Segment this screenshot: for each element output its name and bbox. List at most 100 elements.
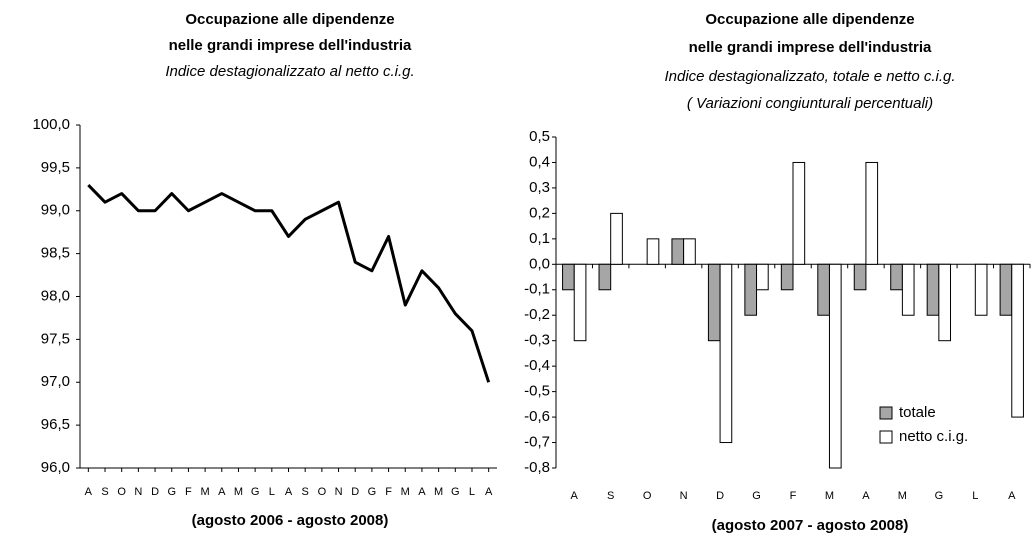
- y-tick-label: -0,1: [524, 281, 550, 298]
- chart-subtitle: ( Variazioni congiunturali percentuali): [687, 95, 933, 112]
- chart-title: Occupazione alle dipendenze: [185, 11, 394, 28]
- bar: [974, 263, 988, 316]
- x-tick-label: S: [302, 486, 309, 498]
- bar: [1011, 263, 1024, 418]
- y-tick-label: 100,0: [32, 116, 70, 133]
- y-tick-label: 0,1: [529, 230, 550, 247]
- x-tick-label: G: [752, 490, 761, 502]
- x-tick-label: O: [643, 490, 652, 502]
- y-tick-label: 0,4: [529, 153, 550, 170]
- y-tick-label: 96,5: [41, 416, 70, 433]
- x-tick-label: M: [434, 486, 443, 498]
- y-tick-label: -0,8: [524, 459, 550, 476]
- y-tick-label: 98,5: [41, 245, 70, 262]
- x-tick-label: N: [335, 486, 343, 498]
- y-tick-label: 99,0: [41, 202, 70, 219]
- x-axis-label: (agosto 2006 - agosto 2008): [192, 512, 389, 529]
- y-tick-label: 97,5: [41, 330, 70, 347]
- x-tick-label: N: [680, 490, 688, 502]
- x-tick-label: G: [251, 486, 260, 498]
- y-tick-label: 0,3: [529, 179, 550, 196]
- y-tick-label: -0,3: [524, 332, 550, 349]
- chart-title: nelle grandi imprese dell'industria: [169, 37, 412, 54]
- y-tick-label: 98,0: [41, 287, 70, 304]
- x-tick-label: A: [571, 490, 579, 502]
- bar: [598, 263, 612, 291]
- x-tick-label: D: [716, 490, 724, 502]
- y-tick-label: -0,5: [524, 383, 550, 400]
- x-tick-label: L: [469, 486, 475, 498]
- x-tick-label: S: [101, 486, 108, 498]
- x-tick-label: M: [898, 490, 907, 502]
- y-tick-label: 99,5: [41, 159, 70, 176]
- x-tick-label: A: [418, 486, 426, 498]
- y-tick-label: 97,0: [41, 373, 70, 390]
- chart-title: Occupazione alle dipendenze: [705, 11, 914, 28]
- bar: [671, 238, 685, 265]
- x-tick-label: A: [285, 486, 293, 498]
- bar: [792, 161, 806, 265]
- bar: [683, 238, 696, 265]
- x-tick-label: N: [134, 486, 142, 498]
- chart-subtitle: Indice destagionalizzato, totale e netto…: [664, 68, 955, 85]
- y-tick-label: 0,0: [529, 255, 550, 272]
- x-tick-label: A: [485, 486, 493, 498]
- x-tick-label: F: [185, 486, 192, 498]
- x-tick-label: G: [368, 486, 377, 498]
- bar: [610, 212, 623, 265]
- bar: [865, 161, 879, 265]
- x-tick-label: M: [201, 486, 210, 498]
- x-tick-label: L: [269, 486, 275, 498]
- legend-label: netto c.i.g.: [899, 428, 968, 445]
- bar: [853, 263, 867, 291]
- bar: [719, 263, 733, 444]
- bar: [890, 263, 903, 291]
- y-tick-label: -0,7: [524, 434, 550, 451]
- x-tick-label: A: [862, 490, 870, 502]
- x-tick-label: M: [401, 486, 410, 498]
- x-tick-label: O: [318, 486, 327, 498]
- x-tick-label: A: [85, 486, 93, 498]
- legend-swatch: [879, 430, 893, 444]
- x-tick-label: A: [218, 486, 226, 498]
- x-tick-label: M: [825, 490, 834, 502]
- legend-label: totale: [899, 404, 936, 421]
- bar: [646, 238, 660, 265]
- y-tick-label: 0,5: [529, 128, 550, 145]
- bar: [744, 263, 758, 316]
- bar: [938, 263, 952, 342]
- x-tick-label: F: [790, 490, 797, 502]
- x-tick-label: L: [972, 490, 978, 502]
- x-axis-label: (agosto 2007 - agosto 2008): [712, 517, 909, 534]
- y-tick-label: 96,0: [41, 459, 70, 476]
- y-tick-label: -0,2: [524, 306, 550, 323]
- x-tick-label: G: [167, 486, 176, 498]
- bar: [562, 263, 575, 291]
- x-tick-label: O: [117, 486, 126, 498]
- line: [87, 183, 491, 383]
- x-tick-label: G: [935, 490, 944, 502]
- y-tick-label: 0,2: [529, 204, 550, 221]
- bar: [780, 263, 794, 291]
- x-tick-label: A: [1008, 490, 1016, 502]
- bar: [573, 263, 587, 342]
- bar: [817, 263, 830, 316]
- bar: [999, 263, 1013, 316]
- y-tick-label: -0,4: [524, 357, 550, 374]
- y-tick-label: -0,6: [524, 408, 550, 425]
- x-tick-label: S: [607, 490, 614, 502]
- legend-swatch: [879, 406, 893, 420]
- bar: [707, 263, 721, 342]
- x-tick-label: F: [385, 486, 392, 498]
- bar: [756, 263, 769, 291]
- chart-subtitle: Indice destagionalizzato al netto c.i.g.: [165, 63, 414, 80]
- x-tick-label: G: [451, 486, 460, 498]
- bar: [828, 263, 842, 469]
- bar: [901, 263, 915, 316]
- x-tick-label: D: [351, 486, 359, 498]
- chart-title: nelle grandi imprese dell'industria: [689, 39, 932, 56]
- bar: [926, 263, 940, 316]
- x-tick-label: D: [151, 486, 159, 498]
- x-tick-label: M: [234, 486, 243, 498]
